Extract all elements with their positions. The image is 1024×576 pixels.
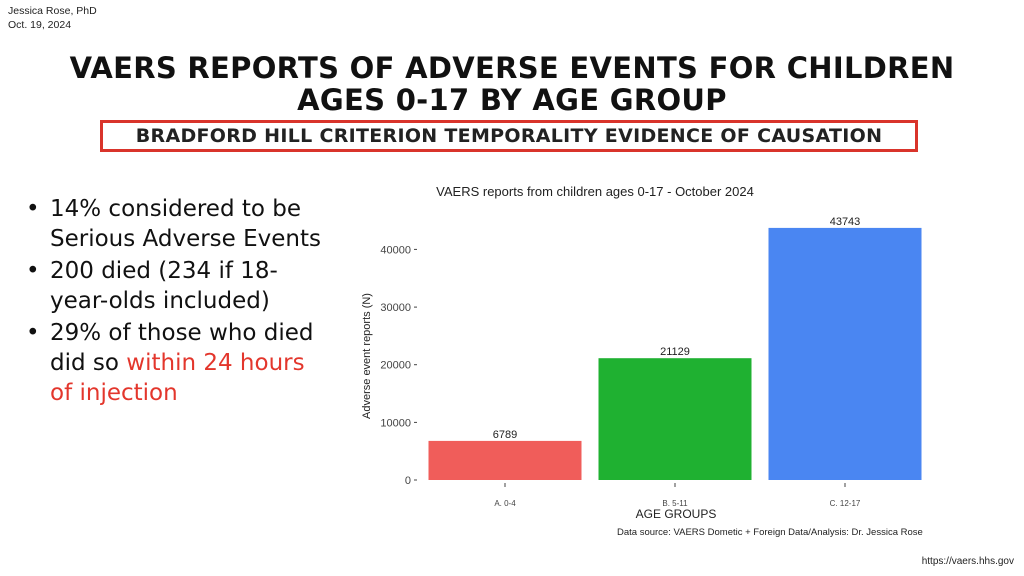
bars-layer [428, 227, 922, 480]
x-axis: A. 0-4 B. 5-11 C. 12-17 [494, 483, 861, 508]
y-tick-label: 10000 [380, 417, 411, 429]
bar-3 [768, 227, 922, 480]
author-date: Oct. 19, 2024 [8, 19, 72, 31]
bullet-highlight: within 24 hours of injection [50, 350, 305, 406]
chart-title: VAERS reports from children ages 0-17 - … [436, 184, 754, 199]
data-labels-layer: 6789 21129 43743 [493, 216, 861, 441]
x-tick-label: A. 0-4 [494, 499, 516, 508]
bullet-dot-icon: • [26, 258, 40, 284]
bullet-item: • 200 died (234 if 18-year-olds included… [24, 256, 324, 316]
bar-1 [428, 440, 582, 480]
x-axis-label: AGE GROUPS [636, 507, 717, 521]
y-tick-label: 20000 [380, 360, 411, 372]
bar-2 [598, 358, 752, 480]
bullet-item: • 29% of those who died did so within 24… [24, 318, 324, 408]
author-block: Jessica Rose, PhD Oct. 19, 2024 [8, 4, 97, 32]
data-label-2: 21129 [660, 346, 690, 358]
source-url: https://vaers.hhs.gov [921, 556, 1014, 567]
bullet-list: • 14% considered to be Serious Adverse E… [24, 194, 324, 410]
slide-title-line-1: VAERS REPORTS OF ADVERSE EVENTS FOR CHIL… [69, 51, 955, 85]
data-label-1: 6789 [493, 429, 517, 441]
x-tick-label: B. 5-11 [662, 499, 688, 508]
bar-chart: VAERS reports from children ages 0-17 - … [361, 184, 922, 521]
bullet-text: 200 died (234 if 18-year-olds included) [50, 258, 278, 314]
x-tick-label: C. 12-17 [830, 499, 861, 508]
bullet-dot-icon: • [26, 196, 40, 222]
y-axis-label: Adverse event reports (N) [361, 293, 373, 419]
bullet-text: 14% considered to be Serious Adverse Eve… [50, 196, 322, 252]
y-tick-label: 40000 [380, 244, 411, 256]
y-tick-label: 30000 [380, 302, 411, 314]
y-tick-label: 0 [405, 475, 411, 487]
author-name: Jessica Rose, PhD [8, 5, 97, 17]
y-axis: 0 10000 20000 30000 40000 [380, 244, 417, 487]
slide-title: VAERS REPORTS OF ADVERSE EVENTS FOR CHIL… [0, 52, 1024, 116]
bullet-dot-icon: • [26, 320, 40, 346]
bullet-item: • 14% considered to be Serious Adverse E… [24, 194, 324, 254]
slide-title-line-2: AGES 0-17 BY AGE GROUP [297, 83, 727, 117]
data-label-3: 43743 [830, 216, 861, 228]
data-source-note: Data source: VAERS Dometic + Foreign Dat… [617, 527, 923, 538]
bullet-text: 29% of those who died did so [50, 320, 314, 376]
criterion-box: BRADFORD HILL CRITERION TEMPORALITY EVID… [100, 120, 918, 152]
